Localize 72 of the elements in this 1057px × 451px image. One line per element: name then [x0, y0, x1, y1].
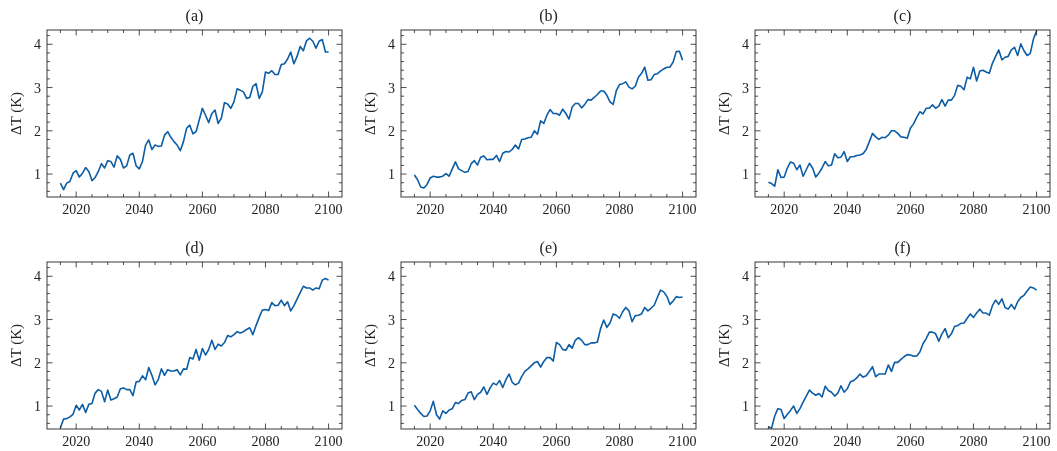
x-tick-label: 2060: [188, 202, 217, 217]
x-tick-label: 2080: [959, 202, 988, 217]
x-tick-label: 2040: [479, 202, 508, 217]
x-tick-label: 2040: [833, 202, 862, 217]
x-tick-label: 2020: [416, 434, 445, 449]
x-tick-label: 2020: [62, 202, 91, 217]
x-tick-label: 2100: [1022, 202, 1051, 217]
y-tick-label: 1: [388, 399, 395, 415]
y-tick-label: 2: [388, 123, 395, 139]
chart-title: (e): [539, 239, 558, 257]
x-tick-label: 2060: [542, 202, 571, 217]
x-tick-label: 2020: [62, 434, 91, 449]
x-tick-label: 2060: [896, 434, 925, 449]
y-axis-title: ΔT (K): [362, 91, 379, 136]
y-tick-label: 2: [388, 355, 395, 371]
x-tick-label: 2020: [770, 434, 799, 449]
y-tick-label: 2: [34, 123, 41, 139]
x-tick-label: 2040: [125, 434, 154, 449]
y-tick-label: 4: [742, 37, 749, 53]
x-tick-label: 2040: [125, 202, 154, 217]
line-series: [413, 50, 684, 189]
x-tick-label: 2060: [542, 434, 571, 449]
y-tick-label: 1: [34, 167, 41, 183]
y-tick-label: 3: [34, 80, 41, 96]
y-tick-label: 4: [388, 37, 395, 53]
y-tick-label: 3: [388, 80, 395, 96]
y-axis-title: ΔT (K): [716, 323, 733, 368]
y-tick-label: 3: [742, 312, 749, 328]
x-tick-label: 2060: [896, 202, 925, 217]
line-series: [767, 286, 1038, 429]
chart-title: (d): [185, 239, 204, 257]
y-tick-label: 4: [34, 37, 41, 53]
y-tick-label: 3: [34, 312, 41, 328]
chart-title: (b): [539, 7, 558, 25]
y-tick-label: 1: [742, 167, 749, 183]
x-tick-label: 2100: [668, 434, 697, 449]
line-series: [59, 277, 330, 429]
chart-title: (f): [894, 239, 911, 257]
y-tick-label: 1: [34, 399, 41, 415]
x-tick-label: 2080: [605, 434, 634, 449]
y-axis-title: ΔT (K): [716, 91, 733, 136]
line-series: [767, 30, 1038, 187]
y-tick-label: 4: [388, 269, 395, 285]
x-tick-label: 2040: [479, 434, 508, 449]
x-tick-label: 2100: [668, 202, 697, 217]
line-series: [59, 37, 330, 191]
y-tick-label: 1: [742, 399, 749, 415]
x-tick-label: 2060: [188, 434, 217, 449]
y-axis-title: ΔT (K): [362, 323, 379, 368]
chart-title: (a): [185, 7, 204, 25]
y-tick-label: 4: [34, 269, 41, 285]
x-tick-label: 2100: [314, 434, 343, 449]
y-tick-label: 3: [742, 80, 749, 96]
x-tick-label: 2080: [251, 202, 280, 217]
y-tick-label: 2: [742, 355, 749, 371]
y-tick-label: 3: [388, 312, 395, 328]
y-tick-label: 2: [742, 123, 749, 139]
y-axis-title: ΔT (K): [8, 323, 25, 368]
x-tick-label: 2080: [605, 202, 634, 217]
y-tick-label: 4: [742, 269, 749, 285]
y-tick-label: 2: [34, 355, 41, 371]
x-tick-label: 2040: [833, 434, 862, 449]
chart-title: (c): [893, 7, 912, 25]
x-tick-label: 2100: [1022, 434, 1051, 449]
y-axis-title: ΔT (K): [8, 91, 25, 136]
x-tick-label: 2020: [770, 202, 799, 217]
line-series: [413, 289, 684, 420]
x-tick-label: 2020: [416, 202, 445, 217]
x-tick-label: 2080: [959, 434, 988, 449]
x-tick-label: 2100: [314, 202, 343, 217]
y-tick-label: 1: [388, 167, 395, 183]
x-tick-label: 2080: [251, 434, 280, 449]
